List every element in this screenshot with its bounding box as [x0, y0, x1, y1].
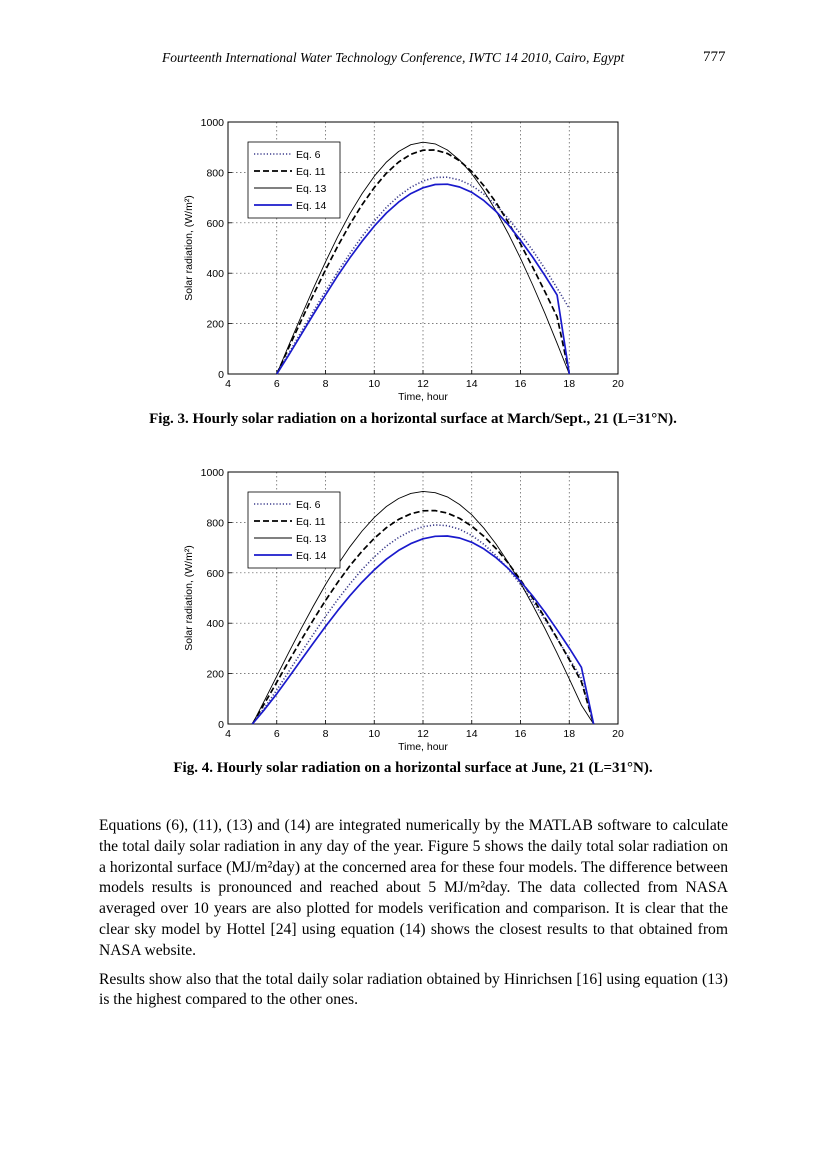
legend-label: Eq. 14	[296, 550, 327, 562]
y-tick-label: 400	[206, 618, 224, 630]
x-tick-label: 16	[515, 728, 527, 740]
x-tick-label: 12	[417, 728, 429, 740]
x-tick-label: 14	[466, 378, 478, 390]
legend-label: Eq. 13	[296, 183, 327, 195]
series-line	[251, 509, 595, 725]
figure-3-chart: 4 6 8 10 12 14 16 18 20 0 200 400 600 800 1000 Time, ho…	[170, 112, 640, 407]
x-tick-label: 16	[515, 378, 527, 390]
x-tick-label: 10	[368, 378, 380, 390]
figure-4-chart: 4 6 8 10 12 14 16 18 20 0 200 400 600 800 1000 Time, ho…	[170, 462, 640, 757]
series-line	[251, 535, 595, 725]
y-tick-label: 1000	[201, 467, 225, 479]
legend-label: Eq. 13	[296, 533, 327, 545]
page-number: 777	[703, 49, 726, 65]
x-tick-label: 4	[225, 378, 231, 390]
x-tick-label: 20	[612, 378, 624, 390]
y-tick-label: 600	[206, 568, 224, 580]
legend-label: Eq. 6	[296, 499, 321, 511]
series-line	[276, 176, 570, 375]
paragraph-2: Results show also that the total daily s…	[99, 970, 728, 1009]
figure-4-caption: Fig. 4. Hourly solar radiation on a hori…	[173, 760, 653, 776]
y-tick-label: 600	[206, 218, 224, 230]
y-tick-label: 0	[218, 719, 224, 731]
y-tick-label: 800	[206, 167, 224, 179]
series-line	[251, 490, 594, 725]
page-header: Fourteenth International Water Technolog…	[0, 47, 826, 71]
y-tick-label: 800	[206, 517, 224, 529]
body-text: Equations (6), (11), (13) and (14) are i…	[99, 816, 728, 1019]
paragraph-1: Equations (6), (11), (13) and (14) are i…	[99, 817, 728, 959]
y-tick-label: 0	[218, 369, 224, 381]
series-line	[276, 149, 571, 375]
series-line	[251, 524, 595, 725]
legend-label: Eq. 11	[296, 166, 326, 178]
conference-title: Fourteenth International Water Technolog…	[162, 50, 625, 65]
legend-label: Eq. 11	[296, 516, 326, 528]
x-tick-label: 4	[225, 728, 231, 740]
x-tick-label: 18	[563, 728, 575, 740]
x-axis-label: Time, hour	[398, 741, 448, 753]
y-tick-label: 400	[206, 268, 224, 280]
y-axis-label: Solar radiation, (W/m²)	[183, 195, 195, 301]
y-axis-label: Solar radiation, (W/m²)	[183, 545, 195, 651]
x-tick-label: 8	[323, 728, 329, 740]
x-tick-label: 18	[563, 378, 575, 390]
series-line	[276, 141, 570, 375]
y-tick-label: 200	[206, 669, 224, 681]
x-tick-label: 8	[323, 378, 329, 390]
legend-label: Eq. 14	[296, 200, 327, 212]
y-tick-label: 200	[206, 319, 224, 331]
x-tick-label: 6	[274, 378, 280, 390]
y-tick-label: 1000	[201, 117, 225, 129]
x-tick-label: 6	[274, 728, 280, 740]
x-tick-label: 10	[368, 728, 380, 740]
x-tick-label: 14	[466, 728, 478, 740]
series-line	[276, 183, 571, 375]
legend-label: Eq. 6	[296, 149, 321, 161]
x-tick-label: 12	[417, 378, 429, 390]
figure-3-caption: Fig. 3. Hourly solar radiation on a hori…	[149, 411, 677, 427]
x-tick-label: 20	[612, 728, 624, 740]
x-axis-label: Time, hour	[398, 391, 448, 403]
